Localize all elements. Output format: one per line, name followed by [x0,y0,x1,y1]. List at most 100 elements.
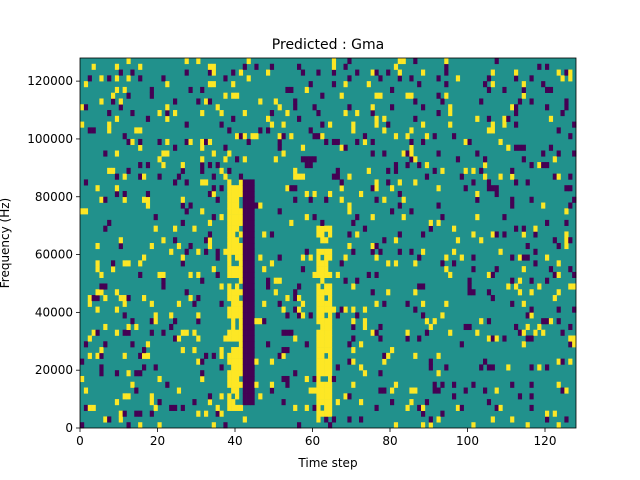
heatmap-cell [238,318,244,325]
heatmap-cell [196,295,201,302]
heatmap-cell [207,243,213,250]
heatmap-cell [486,127,492,134]
heatmap-cell [242,300,247,307]
heatmap-cell [471,231,476,238]
heatmap-cell [138,173,143,180]
heatmap-cell [545,277,550,284]
heatmap-cell [285,185,290,192]
heatmap-cell [393,381,399,388]
heatmap-cell [393,162,399,169]
heatmap-cell [397,231,402,238]
heatmap-cell [254,318,259,325]
heatmap-cell [126,393,131,400]
heatmap-cell [382,196,387,203]
heatmap-cell [324,138,329,146]
heatmap-cell [281,399,286,406]
heatmap-cell [475,150,480,157]
heatmap-cell [227,295,232,302]
heatmap-cell [432,133,437,140]
heatmap-cell [223,144,228,151]
heatmap-cell [250,219,255,226]
heatmap-cell [564,69,569,76]
heatmap-cell [80,208,85,215]
heatmap-cell [130,138,135,146]
heatmap-cell [386,352,391,359]
heatmap-cell [324,248,329,255]
heatmap-cell [545,254,550,261]
heatmap-cell [196,58,201,65]
heatmap-cell [409,156,414,163]
heatmap-cell [541,202,546,209]
heatmap-cell [142,364,147,371]
heatmap-cell [157,156,162,163]
x-tick-label: 40 [227,434,242,448]
heatmap-cell [285,375,290,383]
heatmap-cell [304,86,309,93]
heatmap-cell [300,144,306,151]
heatmap-cell [355,214,360,221]
heatmap-cell [324,335,329,342]
heatmap-cell [196,318,201,325]
heatmap-cell [235,306,240,313]
heatmap-cell [440,260,445,267]
heatmap-cell [246,289,251,296]
heatmap-cell [227,219,232,226]
heatmap-cell [242,237,247,244]
heatmap-cell [285,86,290,93]
heatmap-cell [328,375,333,383]
heatmap-cell [111,92,116,99]
heatmap-cell [157,422,162,429]
heatmap-cell [238,133,244,140]
heatmap-cell [215,404,220,411]
heatmap-cell [103,323,108,331]
heatmap-cell [91,295,96,302]
heatmap-cell [161,162,166,169]
heatmap-cell [409,138,414,146]
heatmap-cell [242,364,247,371]
heatmap-cell [250,318,255,325]
heatmap-cell [246,399,251,406]
heatmap-cell [161,237,166,244]
heatmap-cell [281,133,286,140]
heatmap-cell [180,404,185,411]
heatmap-cell [324,381,329,388]
heatmap-cell [250,323,255,331]
heatmap-cell [99,347,104,354]
heatmap-cell [211,150,216,157]
heatmap-cell [320,237,325,244]
heatmap-cell [223,335,228,342]
heatmap-cell [219,283,224,290]
heatmap-cell [490,121,495,128]
heatmap-cell [556,271,561,278]
heatmap-cell [250,190,255,198]
heatmap-cell [262,318,267,325]
heatmap-cell [242,323,247,331]
heatmap-cell [114,289,120,296]
heatmap-cell [440,167,445,174]
heatmap-cell [145,202,151,209]
heatmap-cell [479,167,484,174]
heatmap-cell [324,358,329,365]
heatmap-cell [196,335,201,342]
heatmap-cell [211,352,216,359]
heatmap-cell [390,387,395,394]
heatmap-cell [238,329,244,336]
heatmap-cell [114,173,120,180]
heatmap-cell [138,127,143,134]
heatmap-cell [204,179,209,186]
heatmap-cell [238,254,244,261]
heatmap-cell [285,295,290,302]
heatmap-cell [374,404,379,411]
heatmap-cell [324,416,329,423]
heatmap-cell [242,202,247,209]
heatmap-cell [242,375,247,383]
heatmap-cell [215,248,220,255]
heatmap-cell [436,387,441,394]
heatmap-cell [382,352,387,359]
heatmap-cell [266,115,271,122]
y-tick-label: 20000 [35,363,73,377]
x-tick-label: 120 [534,434,557,448]
heatmap-cell [227,329,232,336]
heatmap-cell [409,127,414,134]
heatmap-cell [320,329,325,336]
